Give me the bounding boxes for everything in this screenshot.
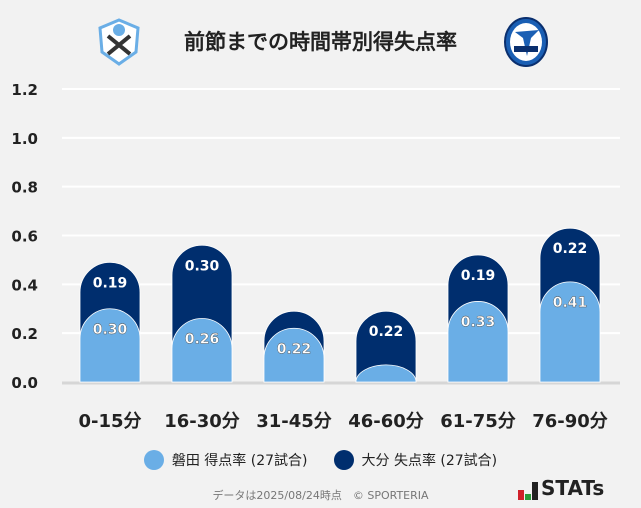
bar-iwata-scored <box>171 318 233 383</box>
data-label: 0.26 <box>185 332 220 348</box>
data-label: 0.19 <box>93 275 128 291</box>
y-tick-label: 1.0 <box>11 130 38 148</box>
data-label: 0.33 <box>461 314 496 330</box>
data-label: 0.30 <box>185 258 220 274</box>
x-tick-label: 0-15分 <box>78 411 141 432</box>
stacked-bar-chart: 0.0 0.2 0.4 0.6 0.8 1.0 1.2 0.19 0.30 0-15分 0.30 0.… <box>11 81 620 432</box>
data-label: 0.22 <box>277 341 312 357</box>
data-label: 0.22 <box>369 324 404 340</box>
x-tick-label: 61-75分 <box>440 411 516 432</box>
bar-iwata-scored <box>355 364 417 383</box>
legend-swatch <box>143 450 164 470</box>
oita-trinita-logo <box>504 17 548 67</box>
bar-oita-conceded <box>355 310 417 383</box>
y-tick-label: 0.0 <box>11 374 38 392</box>
legend-swatch <box>333 450 354 470</box>
legend-label: 磐田 得点率 (27試合) <box>171 453 308 469</box>
bar-iwata-scored <box>263 327 325 383</box>
bar-iwata-scored <box>539 281 601 383</box>
chart-title: 前節までの時間帯別得失点率 <box>184 30 457 54</box>
y-tick-label: 1.2 <box>11 81 38 99</box>
data-label: 0.19 <box>461 268 496 284</box>
y-tick-label: 0.2 <box>11 325 38 343</box>
x-tick-label: 46-60分 <box>348 411 424 432</box>
legend-label: 大分 失点率 (27試合) <box>361 453 498 469</box>
legend-item-oita[interactable]: 大分 失点率 (27試合) <box>333 450 498 470</box>
y-tick-label: 0.6 <box>11 228 38 246</box>
x-tick-label: 76-90分 <box>532 411 608 432</box>
stats-brand: STATs <box>541 476 605 500</box>
y-tick-label: 0.8 <box>11 179 38 197</box>
stats-logo: STATs <box>518 476 604 500</box>
legend-item-iwata[interactable]: 磐田 得点率 (27試合) <box>143 450 308 470</box>
x-tick-label: 31-45分 <box>256 411 332 432</box>
x-tick-label: 16-30分 <box>164 411 240 432</box>
data-label: 0.41 <box>553 295 588 311</box>
jubilo-iwata-logo <box>98 18 140 66</box>
y-tick-label: 0.4 <box>11 276 38 294</box>
data-label: 0.22 <box>553 241 588 257</box>
data-label: 0.30 <box>93 322 128 338</box>
footer-note: データは2025/08/24時点 © SPORTERIA <box>212 489 429 502</box>
bar-iwata-scored <box>447 301 509 383</box>
legend: 磐田 得点率 (27試合) 大分 失点率 (27試合) <box>0 450 641 470</box>
bar-iwata-scored <box>79 308 141 383</box>
stats-bars-icon <box>518 482 538 500</box>
